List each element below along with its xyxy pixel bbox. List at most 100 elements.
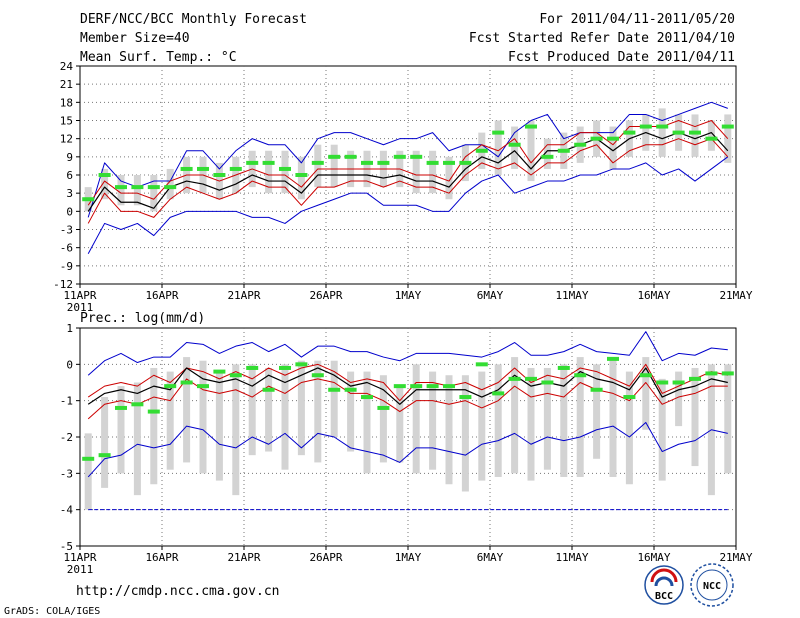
prec-clim-marker (279, 365, 291, 370)
prec-spread-box (150, 367, 158, 485)
prec-mean-line (87, 367, 728, 405)
prec-clim-marker (639, 373, 652, 378)
prec-clim-marker (131, 402, 144, 407)
prec-spread-box (363, 371, 371, 474)
temp-ytick-label: 15 (60, 115, 73, 128)
prec-spread-box (494, 364, 502, 477)
prec-spread-box (724, 364, 732, 474)
temp-clim-marker (164, 185, 177, 190)
prec-spread-box (314, 360, 322, 463)
temp-clim-marker (229, 166, 242, 171)
prec-spread-box (429, 371, 437, 470)
prec-spread-box (609, 357, 617, 477)
temp-clim-marker (197, 166, 209, 171)
temp-clim-marker (541, 154, 554, 159)
temp-clim-marker (131, 185, 144, 190)
prec-spread-box (511, 357, 519, 474)
temp-spread-box (281, 150, 289, 194)
prec-ytick-label: -5 (60, 540, 73, 553)
ncc-logo-text: NCC (703, 581, 721, 592)
prec-xtick-label: 1MAY (395, 551, 422, 564)
temp-clim-marker (426, 160, 439, 165)
prec-spread-box (215, 371, 223, 481)
figure-title: DERF/NCC/BCC Monthly Forecast (80, 12, 307, 27)
prec-clim-marker (98, 453, 111, 458)
prec-clim-marker (705, 371, 718, 376)
prec-clim-marker (262, 387, 275, 392)
prec-min-line (87, 421, 728, 478)
temp-xtick-label: 1MAY (395, 289, 422, 302)
temp-ytick-label: -6 (60, 242, 73, 255)
prec-clim-marker (541, 380, 554, 385)
temp-clim-marker (492, 130, 505, 135)
prec-clim-marker (147, 409, 160, 414)
prec-xtick-label: 16APR (145, 551, 178, 564)
prec-max-line (87, 331, 728, 376)
prec-clim-marker (311, 373, 324, 378)
prec-spread-box (232, 364, 240, 496)
temp-clim-marker (656, 124, 669, 129)
temp-clim-marker (590, 136, 603, 141)
temp-spread-box (429, 150, 437, 194)
prec-spread-box (84, 433, 92, 510)
temp-ytick-label: 12 (60, 133, 73, 146)
prec-clim-marker (295, 362, 308, 367)
prec-clim-marker (197, 384, 209, 389)
temp-clim-marker (705, 136, 718, 141)
prec-clim-marker (361, 395, 373, 400)
prec-spread-box (560, 364, 568, 477)
prec-year-label: 2011 (67, 563, 94, 576)
temp-clim-marker (557, 148, 570, 153)
temp-spread-box (133, 175, 141, 206)
temp-xtick-label: 21APR (227, 289, 260, 302)
temp-xtick-label: 6MAY (477, 289, 504, 302)
temp-clim-marker (639, 124, 652, 129)
prec-clim-marker (590, 387, 603, 392)
prec-spread-box (396, 386, 404, 463)
prec-clim-marker (475, 362, 488, 367)
prec-clim-marker (721, 371, 734, 376)
prec-lower-line (87, 378, 728, 420)
prec-ytick-label: -3 (60, 467, 73, 480)
prec-clim-marker (557, 365, 570, 370)
temp-clim-marker (147, 185, 160, 190)
prec-clim-marker (525, 376, 537, 381)
prec-clim-marker (377, 405, 390, 410)
prec-spread-box (675, 371, 683, 427)
prec-spread-box (527, 367, 535, 481)
prec-spread-box (658, 378, 666, 481)
prec-clim-marker (229, 373, 242, 378)
prec-ytick-label: -2 (60, 431, 73, 444)
temp-ytick-label: 21 (60, 78, 73, 91)
prec-spread-box (543, 367, 551, 470)
prec-clim-marker (246, 365, 259, 370)
temp-clim-marker (721, 124, 734, 129)
prec-clim-marker (115, 405, 127, 410)
prec-xtick-label: 11APR (63, 551, 96, 564)
temp-clim-marker (623, 130, 636, 135)
prec-xtick-label: 21APR (227, 551, 260, 564)
prec-clim-marker (574, 373, 587, 378)
temp-clim-marker (377, 160, 390, 165)
temp-spread-box (543, 138, 551, 169)
temp-xtick-label: 16APR (145, 289, 178, 302)
temp-spread-box (166, 168, 174, 200)
prec-clim-marker (689, 376, 701, 381)
temp-xtick-label: 21MAY (719, 289, 752, 302)
prec-xtick-label: 21MAY (719, 551, 752, 564)
temp-xtick-label: 16MAY (637, 289, 670, 302)
prec-spread-box (265, 367, 273, 452)
temp-ytick-label: 9 (66, 151, 73, 164)
temp-clim-marker (525, 124, 537, 129)
prec-spread-box (166, 371, 174, 470)
prec-ytick-label: 1 (66, 322, 73, 335)
prec-clim-marker (459, 395, 472, 400)
prec-xtick-label: 16MAY (637, 551, 670, 564)
temp-ytick-label: 24 (60, 60, 74, 73)
temp-spread-box (150, 175, 158, 212)
temp-spread-box (297, 156, 305, 200)
footer-url[interactable]: http://cmdp.ncc.cma.gov.cn (76, 584, 280, 599)
prec-clim-marker (393, 384, 406, 389)
temp-clim-marker (213, 173, 226, 177)
prec-clim-marker (656, 380, 669, 385)
